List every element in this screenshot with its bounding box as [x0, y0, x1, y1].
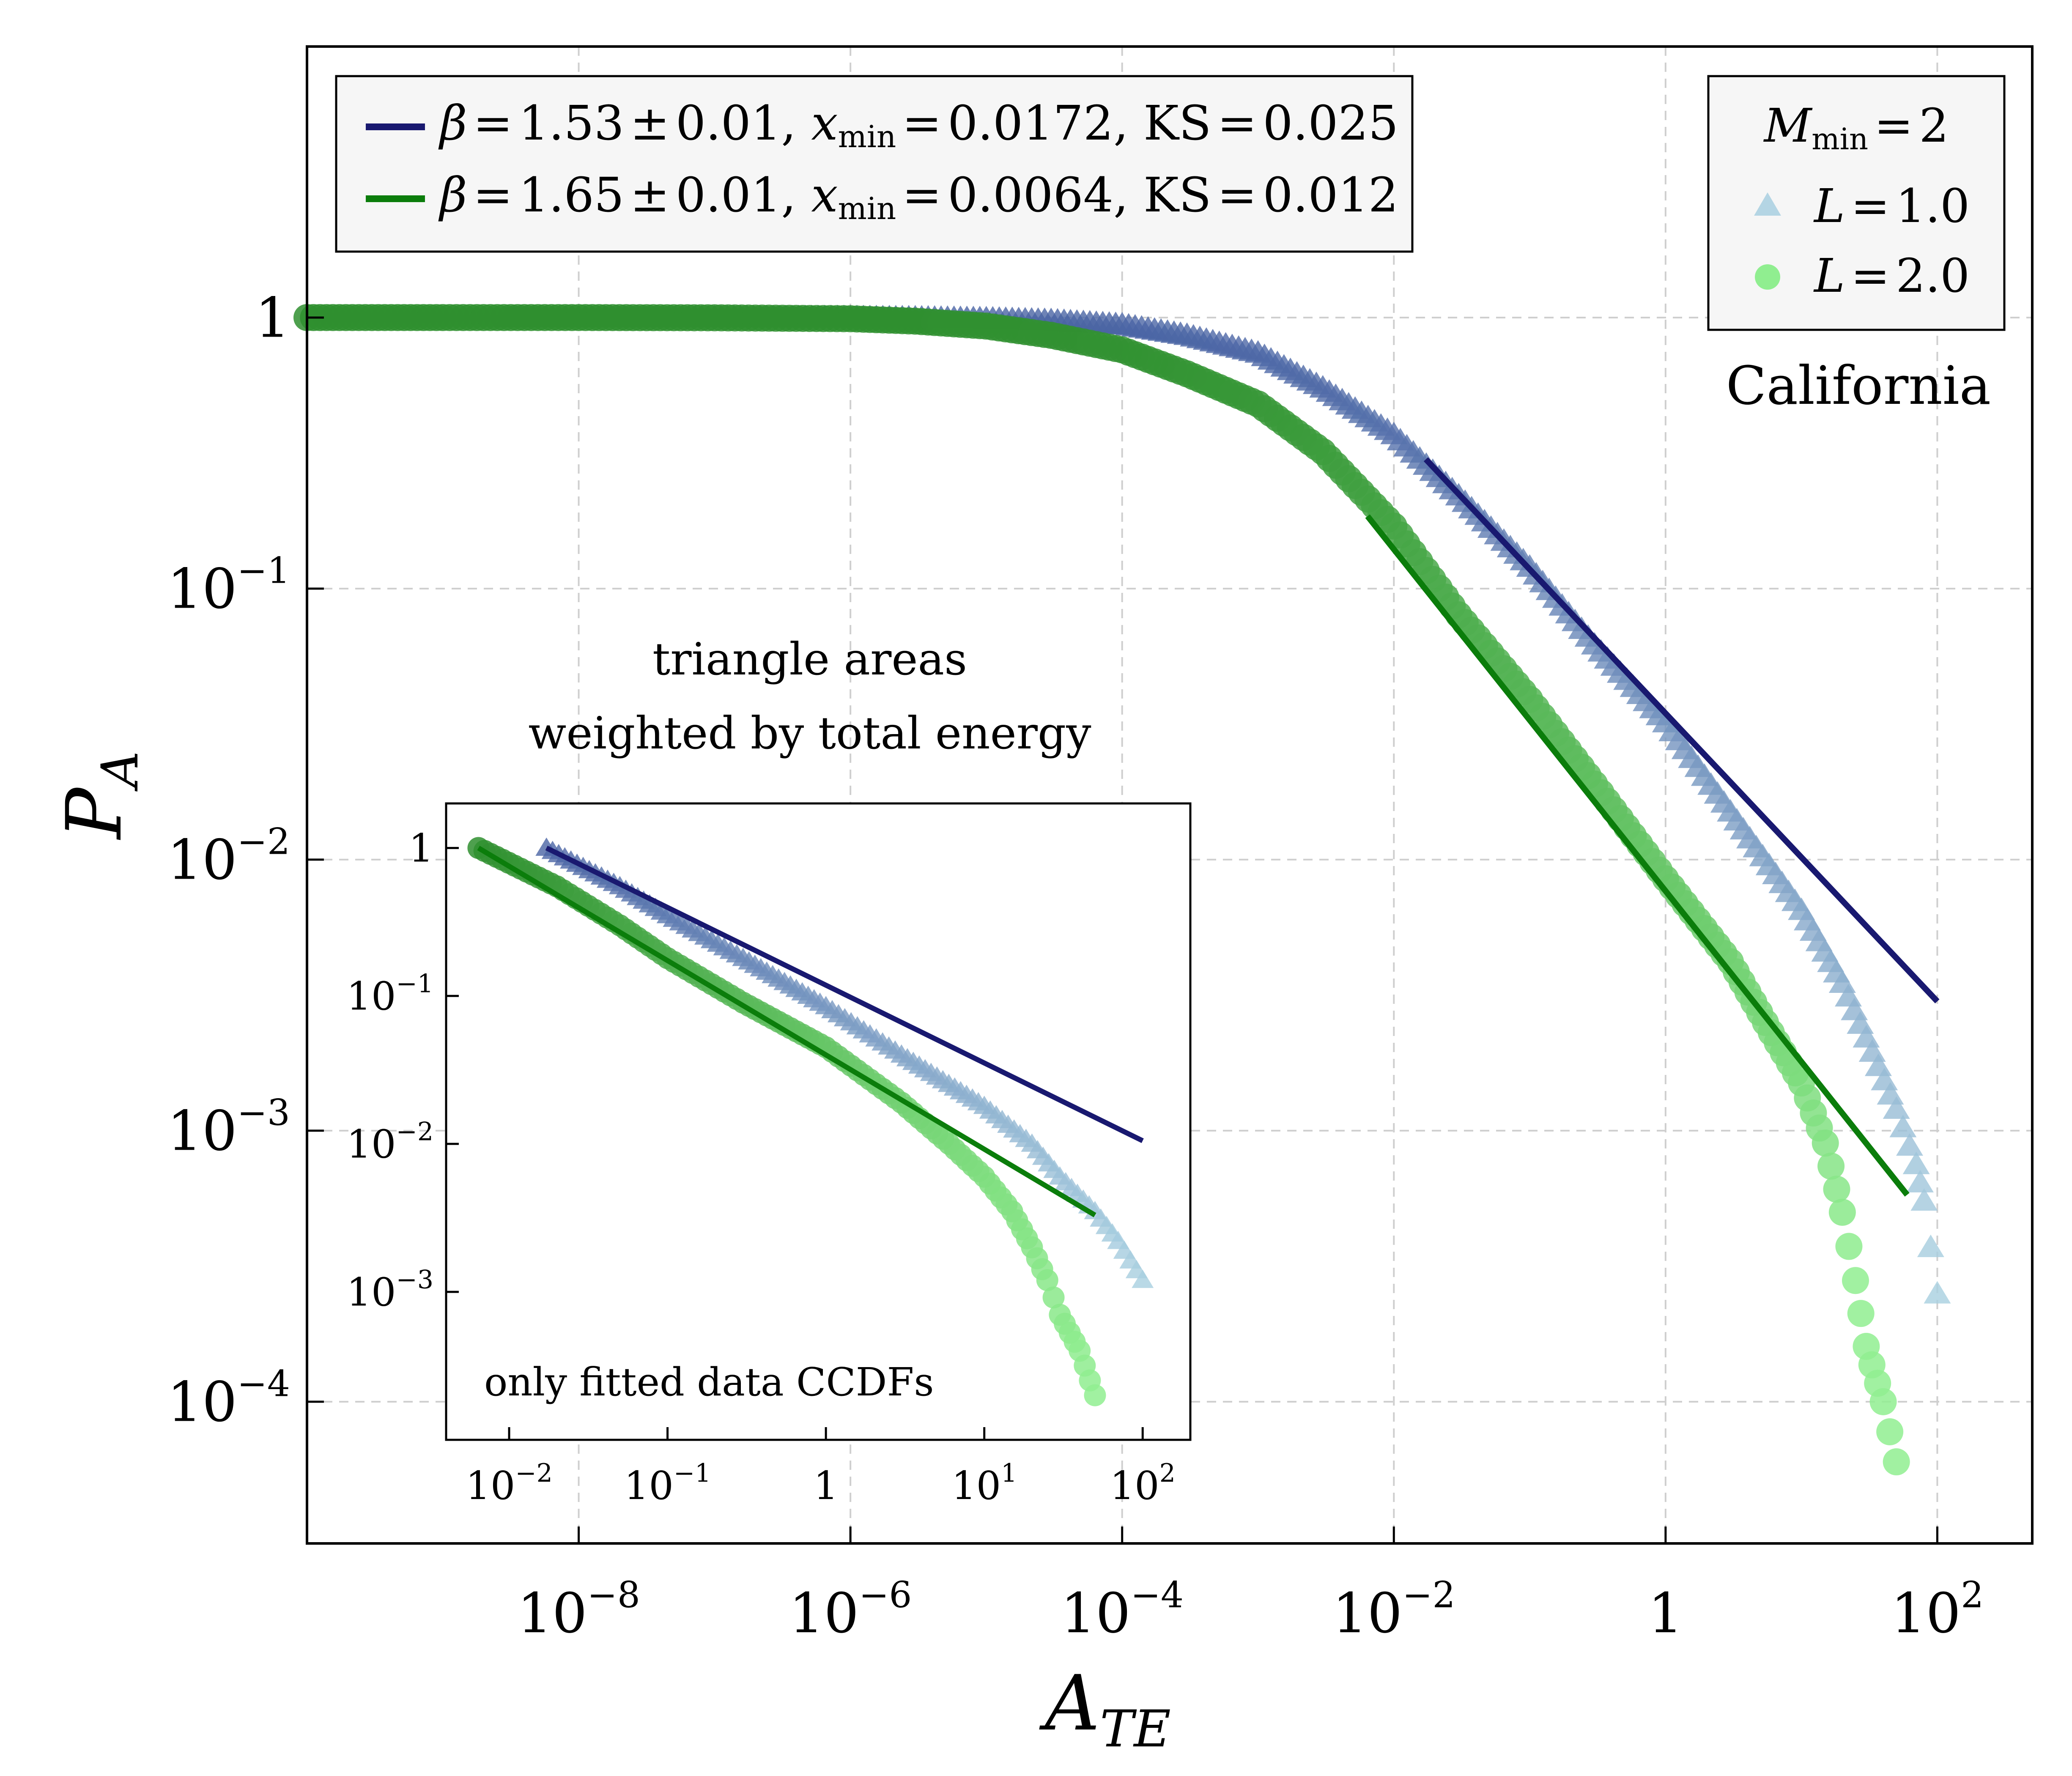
x-tick-label-0: 10−8 — [517, 1574, 640, 1645]
y-tick-label-1: 10−1 — [167, 550, 290, 621]
x-tick-label-2: 10−4 — [1061, 1574, 1184, 1645]
data-point-2-239 — [1847, 1300, 1875, 1327]
x-tick-label-5: 102 — [1891, 1574, 1984, 1645]
data-point-2-96 — [1042, 1286, 1065, 1309]
x-tick-label-4: 1 — [1648, 1581, 1683, 1645]
fits-legend-text-l2: β = 1.65 ±0.01, xmin = 0.0064, KS = 0.012 — [438, 168, 1398, 226]
data-point-2-234 — [1817, 1152, 1845, 1180]
data-point-2-237 — [1835, 1233, 1863, 1260]
y-tick-label-3: 10−3 — [346, 1265, 433, 1315]
data-point-1-217 — [1889, 1115, 1917, 1137]
data-legend: Mmin = 2 L = 1.0 L = 2.0 — [1707, 75, 2006, 331]
data-legend-marker-triangle — [1754, 192, 1781, 216]
data-point-1-220 — [1906, 1170, 1934, 1192]
x-axis-label-sub: TE — [1100, 1700, 1171, 1759]
data-point-1-223 — [1924, 1281, 1951, 1304]
fits-legend: β = 1.53 ±0.01, xmin = 0.0172, KS = 0.025 β = 1.6… — [335, 75, 1414, 253]
y-axis-label: PA — [50, 751, 150, 840]
data-point-2-244 — [1876, 1418, 1904, 1445]
x-tick-label-2: 1 — [814, 1463, 839, 1508]
data-point-2-236 — [1828, 1198, 1856, 1226]
data-point-1-221 — [1910, 1188, 1938, 1211]
data-point-2-245 — [1883, 1448, 1910, 1476]
x-tick-label-1: 10−6 — [789, 1574, 912, 1645]
x-tick-label-3: 10−2 — [1332, 1574, 1455, 1645]
data-legend-label-l2: L = 2.0 — [1813, 249, 1970, 303]
data-point-2-238 — [1842, 1267, 1869, 1294]
region-label: California — [1726, 355, 1991, 417]
y-tick-label-0: 1 — [255, 285, 290, 350]
data-point-1-219 — [1902, 1151, 1930, 1174]
note-line-1: triangle areas — [652, 633, 967, 685]
data-legend-box — [1707, 75, 2006, 331]
y-tick-label-2: 10−2 — [167, 821, 290, 892]
data-point-1-222 — [1917, 1234, 1944, 1257]
data-legend-marker-circle — [1755, 264, 1780, 290]
main-fits-group — [1365, 457, 1940, 1197]
data-point-2-95 — [1036, 1269, 1058, 1291]
main-plot-frame — [306, 45, 2034, 1545]
fit-line-1 — [545, 845, 1144, 1143]
y-tick-label-2: 10−2 — [346, 1117, 433, 1167]
x-tick-label-1: 10−1 — [624, 1458, 711, 1508]
data-point-1-99 — [1132, 1269, 1154, 1288]
data-point-1-216 — [1883, 1096, 1910, 1119]
inset-note: only fitted data CCDFs — [484, 1359, 934, 1405]
y-tick-label-1: 10−1 — [346, 969, 433, 1019]
y-axis-label-sub: A — [91, 751, 150, 792]
main-series-group — [293, 304, 1951, 1476]
fit-line-2 — [477, 846, 1096, 1217]
inset-fits-group — [477, 845, 1144, 1217]
x-axis-label-main: A — [1039, 1659, 1100, 1748]
x-axis-label: ATE — [1039, 1659, 1171, 1759]
x-tick-label-3: 101 — [951, 1458, 1017, 1508]
fit-line-1 — [1423, 457, 1940, 1003]
series-2 — [293, 304, 1910, 1476]
y-tick-label-4: 10−4 — [167, 1363, 290, 1434]
y-tick-label-0: 1 — [408, 826, 433, 871]
data-legend-title: Mmin = 2 — [1763, 99, 1949, 156]
data-point-2-243 — [1869, 1388, 1897, 1415]
x-tick-label-0: 10−2 — [466, 1458, 553, 1508]
data-legend-label-l1: L = 1.0 — [1813, 179, 1970, 233]
data-point-2-235 — [1823, 1176, 1850, 1203]
data-point-2-233 — [1812, 1129, 1839, 1157]
fits-legend-box — [335, 75, 1414, 253]
main-ticks: 10−8 10−6 10−4 10−2 1 102 1 10−1 10−2 10−3 10−4 — [167, 285, 1984, 1645]
inset-ticks: 10−2 10−1 1 101 102 1 10−1 10−2 10−3 — [346, 826, 1175, 1508]
inset-plot-frame — [445, 802, 1192, 1441]
data-point-2-104 — [1084, 1384, 1106, 1406]
y-axis-label-main: P — [50, 787, 139, 840]
note-line-2: weighted by total energy — [528, 707, 1091, 759]
fit-line-2 — [1365, 514, 1910, 1197]
fits-legend-text-l1: β = 1.53 ±0.01, xmin = 0.0172, KS = 0.025 — [438, 96, 1398, 154]
x-tick-label-4: 102 — [1110, 1458, 1176, 1508]
data-point-1-218 — [1896, 1133, 1924, 1156]
y-tick-label-3: 10−3 — [167, 1092, 290, 1163]
